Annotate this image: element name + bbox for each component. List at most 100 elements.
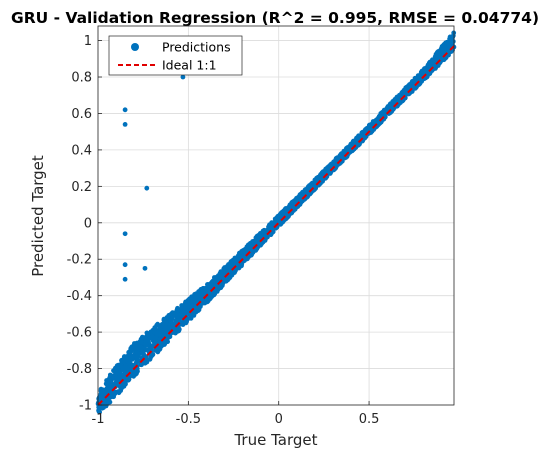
prediction-point — [306, 185, 311, 191]
prediction-point — [345, 146, 350, 152]
prediction-point — [174, 318, 180, 324]
prediction-point — [233, 261, 239, 266]
prediction-point — [208, 280, 214, 286]
x-axis-ticks: -1 -0.5 0 0.5 — [92, 401, 380, 427]
prediction-point — [237, 250, 242, 256]
prediction-point — [356, 141, 362, 146]
prediction-point — [229, 259, 235, 264]
prediction-point — [138, 339, 144, 345]
y-tick-label: 0.8 — [71, 71, 92, 86]
prediction-point — [418, 71, 424, 77]
prediction-point — [126, 357, 132, 363]
prediction-point — [380, 109, 385, 115]
prediction-point — [217, 284, 223, 289]
outlier-point — [122, 262, 128, 268]
prediction-point — [143, 354, 149, 360]
prediction-point — [333, 157, 339, 163]
prediction-point — [139, 349, 145, 354]
prediction-point — [154, 330, 160, 336]
prediction-point — [359, 130, 365, 136]
prediction-point — [182, 305, 188, 310]
prediction-point — [274, 215, 280, 221]
prediction-point — [202, 291, 208, 296]
prediction-point — [122, 371, 128, 376]
prediction-point — [310, 183, 316, 189]
outlier-point — [122, 276, 128, 282]
prediction-point — [186, 303, 192, 309]
prediction-point — [260, 230, 265, 236]
legend-marker-predictions — [131, 43, 139, 51]
y-axis-label: Predicted Target — [29, 155, 47, 277]
prediction-point — [126, 376, 132, 382]
prediction-point — [159, 341, 165, 346]
y-tick-label: -1 — [79, 399, 92, 414]
prediction-point — [356, 134, 362, 140]
y-tick-label: 0 — [84, 216, 92, 231]
prediction-point — [139, 345, 145, 351]
prediction-point — [107, 372, 113, 378]
ideal-line — [97, 45, 455, 406]
outlier-point — [142, 265, 148, 271]
prediction-point — [293, 198, 299, 204]
prediction-point — [369, 128, 375, 134]
chart-title: GRU - Validation Regression (R^2 = 0.995… — [11, 9, 539, 27]
prediction-point — [162, 325, 168, 331]
prediction-point — [286, 212, 292, 218]
prediction-point — [131, 373, 137, 379]
legend-label-ideal: Ideal 1:1 — [162, 58, 217, 73]
prediction-point — [387, 104, 393, 110]
prediction-point — [188, 315, 194, 321]
prediction-point — [149, 334, 155, 340]
prediction-point — [176, 327, 182, 333]
prediction-point — [164, 333, 170, 338]
prediction-point — [436, 51, 442, 57]
prediction-point — [211, 291, 217, 297]
prediction-point — [114, 370, 119, 375]
prediction-point — [165, 339, 171, 345]
y-tick-label: 0.4 — [71, 143, 92, 158]
y-tick-label: 1 — [84, 34, 92, 49]
prediction-point — [108, 385, 114, 390]
outlier-point — [144, 185, 150, 191]
prediction-point — [197, 295, 203, 301]
prediction-point — [144, 330, 150, 336]
prediction-point — [193, 305, 199, 311]
prediction-point — [166, 325, 172, 331]
prediction-point — [111, 382, 117, 387]
ideal-line-group — [97, 45, 455, 406]
x-axis-label: True Target — [233, 431, 317, 449]
x-tick-label: 0.5 — [359, 412, 380, 427]
prediction-point — [118, 362, 124, 367]
prediction-point — [329, 162, 335, 168]
prediction-point — [325, 165, 330, 171]
prediction-point — [114, 363, 120, 369]
prediction-point — [169, 316, 175, 322]
prediction-point — [280, 209, 286, 215]
prediction-point — [250, 239, 256, 244]
prediction-point — [228, 263, 234, 268]
outlier-point — [122, 121, 128, 127]
prediction-point — [175, 312, 181, 317]
prediction-point — [146, 335, 152, 341]
prediction-point — [193, 299, 199, 305]
prediction-point — [221, 266, 227, 271]
prediction-point — [157, 325, 163, 330]
outlier-point — [122, 231, 128, 237]
prediction-point — [104, 378, 109, 383]
prediction-point — [439, 47, 444, 53]
y-tick-label: -0.4 — [67, 289, 92, 304]
outlier-point — [122, 107, 128, 113]
prediction-point — [184, 310, 190, 315]
prediction-point — [130, 354, 135, 360]
prediction-point — [115, 375, 121, 381]
prediction-point — [223, 278, 229, 284]
prediction-point — [122, 380, 128, 386]
prediction-point — [415, 75, 421, 81]
prediction-point — [149, 353, 154, 358]
prediction-point — [118, 383, 124, 389]
prediction-point — [212, 275, 218, 281]
prediction-point — [128, 366, 134, 371]
prediction-point — [133, 345, 138, 351]
prediction-point — [122, 354, 127, 359]
prediction-point — [107, 380, 113, 386]
